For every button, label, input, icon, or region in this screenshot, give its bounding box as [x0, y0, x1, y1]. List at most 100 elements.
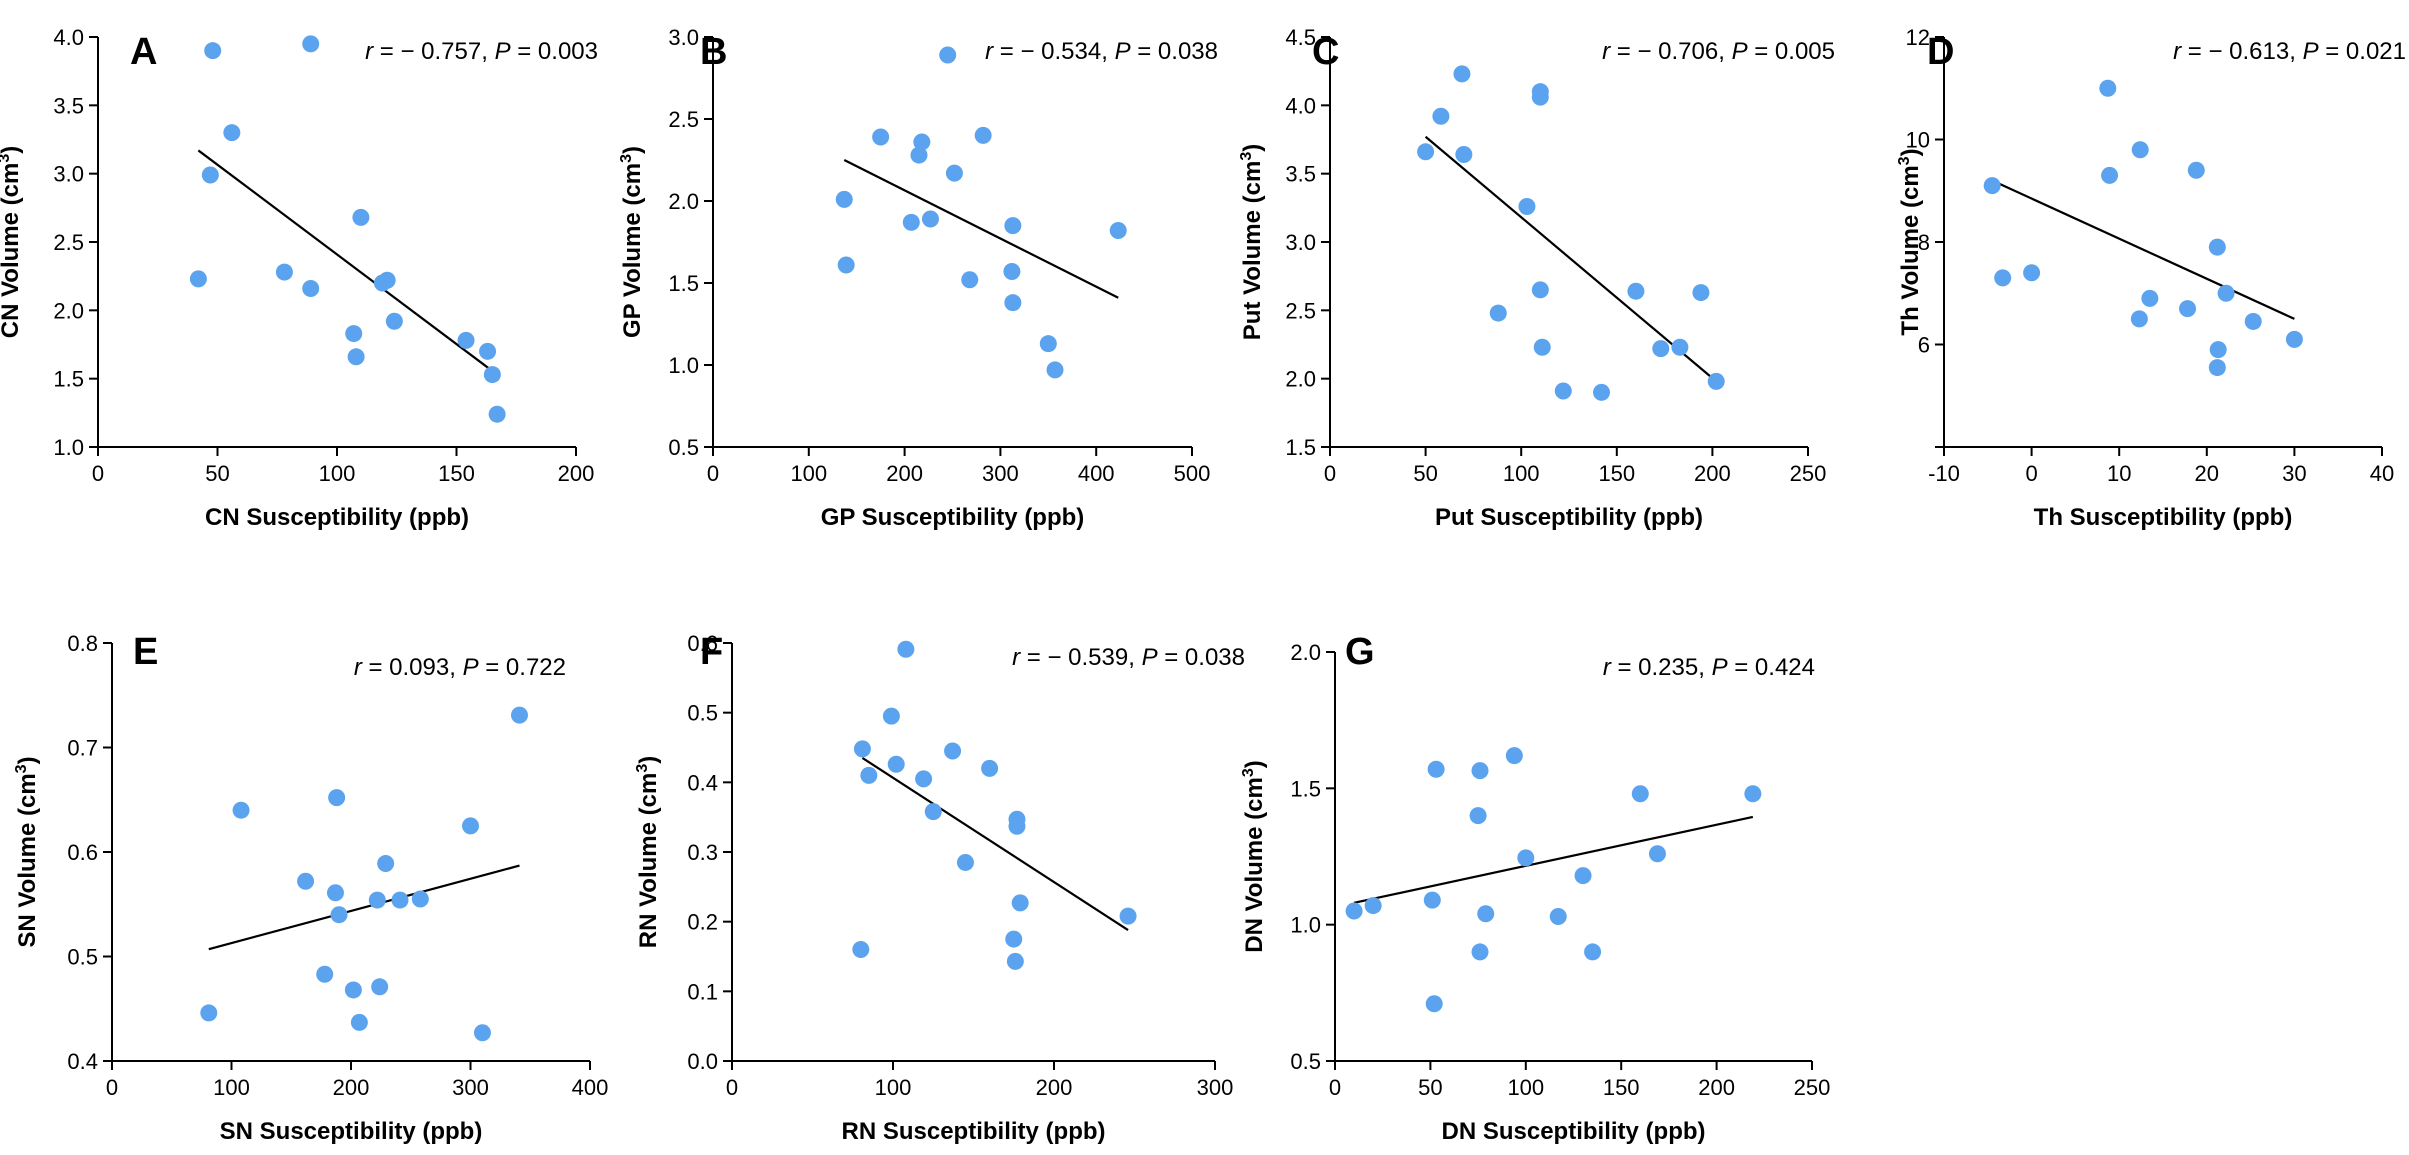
data-point [2209, 341, 2227, 359]
y-tick-label: 0.5 [687, 701, 718, 726]
y-tick-label: 4.0 [53, 25, 84, 50]
annotation-r-value: = − 0.539, [1020, 644, 1141, 671]
y-axis-title: RN Volume (cm3) [634, 756, 662, 949]
y-tick-label: 8 [1918, 230, 1930, 255]
y-tick-label: 0.1 [687, 979, 718, 1004]
y-tick-label: 0.6 [67, 840, 98, 865]
y-tick-label: 10 [1906, 128, 1930, 153]
y-tick-label: 2.5 [668, 107, 699, 132]
data-point [1471, 762, 1489, 780]
y-tick-label: 3.0 [53, 162, 84, 187]
annotation-r-value: = − 0.534, [993, 38, 1114, 65]
data-point [330, 906, 348, 924]
y-axis-title: SN Volume (cm3) [13, 756, 41, 947]
data-point [1471, 943, 1489, 961]
y-axis-title: Th Volume (cm3) [1896, 148, 1924, 335]
data-point [1432, 107, 1450, 125]
y-tick-label: 2.0 [53, 298, 84, 323]
annotation-r-label: r [1602, 38, 1611, 65]
data-point [974, 126, 992, 144]
x-axis-title: DN Susceptibility (ppb) [1442, 1118, 1706, 1145]
y-tick-label: 0.2 [687, 910, 718, 935]
annotation-p-value: = 0.038 [1158, 644, 1245, 671]
x-tick-label: 200 [1698, 1075, 1735, 1100]
data-point [483, 366, 501, 384]
x-tick-label: 200 [558, 461, 595, 486]
x-tick-label: 20 [2195, 461, 2219, 486]
annotation-r-label: r [1012, 644, 1021, 671]
data-point [352, 208, 370, 226]
data-point [1046, 361, 1064, 379]
x-tick-label: 250 [1794, 1075, 1831, 1100]
y-tick-label: 3.0 [1285, 230, 1316, 255]
x-tick-label: 100 [1507, 1075, 1544, 1100]
data-point [2187, 161, 2205, 179]
data-point [1119, 907, 1137, 925]
data-point [391, 891, 409, 909]
y-axis-title-end: ) [635, 756, 662, 764]
data-point [1549, 907, 1567, 925]
data-point [1109, 222, 1127, 240]
data-point [1469, 807, 1487, 825]
data-point [378, 271, 396, 289]
data-point [328, 789, 346, 807]
data-point [2101, 166, 2119, 184]
data-point [1005, 930, 1023, 948]
annotation-p-value: = 0.722 [479, 654, 566, 681]
data-point [1593, 383, 1611, 401]
x-tick-label: 50 [205, 461, 229, 486]
data-point [232, 801, 250, 819]
annotation-p-label: P [1712, 654, 1728, 681]
data-point [275, 263, 293, 281]
y-axis-title-main: Th Volume (cm [1897, 165, 1924, 335]
data-point [1531, 281, 1549, 299]
data-point [2099, 79, 2117, 97]
x-tick-label: 100 [213, 1075, 250, 1100]
annotation-r-label: r [365, 38, 374, 65]
data-point [2285, 330, 2303, 348]
data-point [368, 891, 386, 909]
data-point [1627, 282, 1645, 300]
data-point [1425, 995, 1443, 1013]
x-axis-title: Put Susceptibility (ppb) [1435, 504, 1703, 531]
regression-line [1991, 179, 2295, 320]
y-tick-label: 2.0 [1290, 640, 1321, 665]
data-point [473, 1024, 491, 1042]
data-point [1692, 284, 1710, 302]
y-axis-title-end: ) [1241, 760, 1268, 768]
annotation-r-value: = 0.235, [1611, 654, 1712, 681]
data-point [835, 190, 853, 208]
regression-line [197, 149, 498, 376]
stat-annotation: r = − 0.706, P = 0.005 [1602, 38, 1835, 65]
data-point [344, 981, 362, 999]
data-point [1707, 372, 1725, 390]
data-point [1364, 897, 1382, 915]
y-tick-label: 0.4 [687, 770, 718, 795]
y-tick-label: 0.5 [67, 945, 98, 970]
data-point [411, 890, 429, 908]
data-point [961, 271, 979, 289]
data-point [1574, 867, 1592, 885]
y-axis-title-sup: 3 [1240, 768, 1257, 777]
data-point [488, 405, 506, 423]
y-axis-title-end: ) [1239, 144, 1266, 152]
regression-line [861, 757, 1129, 931]
regression-line [1353, 815, 1754, 904]
data-point [1011, 894, 1029, 912]
y-axis-title: Put Volume (cm3) [1238, 144, 1266, 340]
x-tick-label: 0 [92, 461, 104, 486]
annotation-p-value: = 0.021 [2319, 38, 2406, 65]
data-point [902, 213, 920, 231]
stat-annotation: r = 0.235, P = 0.424 [1603, 654, 1815, 681]
data-point [1554, 382, 1572, 400]
data-point [371, 978, 389, 996]
data-point [347, 348, 365, 366]
stat-annotation: r = − 0.534, P = 0.038 [985, 38, 1218, 65]
data-point [913, 133, 931, 151]
y-axis-title-sup: 3 [634, 764, 651, 773]
x-tick-label: 40 [2370, 461, 2394, 486]
data-point [1517, 849, 1535, 867]
data-point [910, 146, 928, 164]
x-tick-label: 300 [982, 461, 1019, 486]
